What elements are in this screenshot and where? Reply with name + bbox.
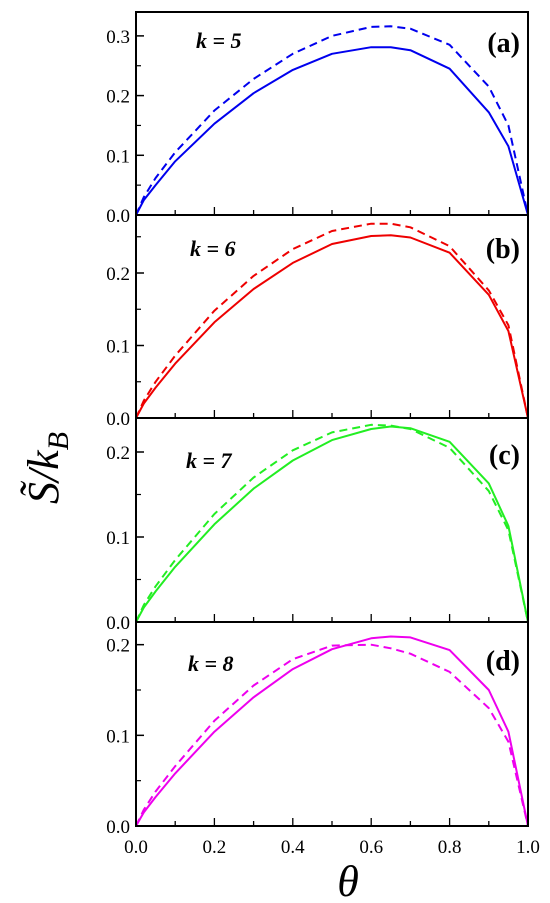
plot-frame <box>135 11 529 216</box>
panel-label: (b) <box>486 234 520 265</box>
y-axis-title-sub: B <box>42 432 75 450</box>
y-tick-label: 0.2 <box>106 87 130 108</box>
y-tick-label: 0.3 <box>106 27 130 48</box>
dashed-curve <box>135 643 529 827</box>
x-axis-title: θ <box>337 857 359 903</box>
dashed-curve <box>135 423 529 623</box>
y-tick-label: 0.0 <box>106 817 130 838</box>
y-tick-label: 0.2 <box>106 636 130 657</box>
y-tick-label: 0.1 <box>106 146 130 167</box>
k-value-label: k = 6 <box>190 236 236 261</box>
plot-frame <box>135 621 529 827</box>
x-tick-label: 0.2 <box>203 837 227 858</box>
panel-label: (c) <box>489 440 520 471</box>
panels-group: 0.00.10.20.3 k = 5 (a)0.00.10.2k = 6 (b)0.0… <box>106 11 529 838</box>
y-axis-title-main: S̃/k <box>19 449 68 504</box>
y-axis-title: S̃/kB <box>19 432 75 504</box>
y-tick-label: 0.1 <box>106 337 130 358</box>
panel-2: 0.0 0.1 0.2 k = 6 (b) <box>106 214 529 430</box>
dashed-curve <box>135 25 529 216</box>
y-tick-label: 0.1 <box>106 528 130 549</box>
y-tick-label: 0.2 <box>106 443 130 464</box>
k-value-label: k = 5 <box>196 28 242 53</box>
x-tick-label: 0.8 <box>438 837 462 858</box>
y-tick-label: 0.0 <box>106 409 130 430</box>
dashed-curve <box>135 222 529 419</box>
solid-curve <box>135 425 529 623</box>
y-tick-label: 0.0 <box>106 613 130 634</box>
panel-4: 0.0 0.1 0.2 k = 8 (d) <box>106 621 529 838</box>
x-tick-label: 0.4 <box>281 837 305 858</box>
panel-label: (d) <box>486 646 520 677</box>
x-tick-labels: 0.0 0.2 0.4 0.6 0.8 1.0 <box>124 837 540 858</box>
x-tick-label: 1.0 <box>516 837 540 858</box>
y-tick-label: 0.0 <box>106 206 130 227</box>
k-value-label: k = 8 <box>188 651 234 676</box>
svg-text:S̃/kB: S̃/kB <box>19 432 75 504</box>
y-tick-label: 0.2 <box>106 264 130 285</box>
x-tick-label: 0.6 <box>359 837 383 858</box>
solid-curve <box>135 635 529 827</box>
k-value-label: k = 7 <box>186 448 233 473</box>
solid-curve <box>135 234 529 419</box>
x-tick-label: 0.0 <box>124 837 148 858</box>
panel-1: 0.0 0.1 0.2 0.3 k = 5 (a) <box>106 11 529 227</box>
y-tick-label: 0.1 <box>106 726 130 747</box>
panel-label: (a) <box>487 28 520 59</box>
solid-curve <box>135 46 529 216</box>
panel-3: 0.0 0.1 0.2 k = 7 (c) <box>106 417 529 634</box>
